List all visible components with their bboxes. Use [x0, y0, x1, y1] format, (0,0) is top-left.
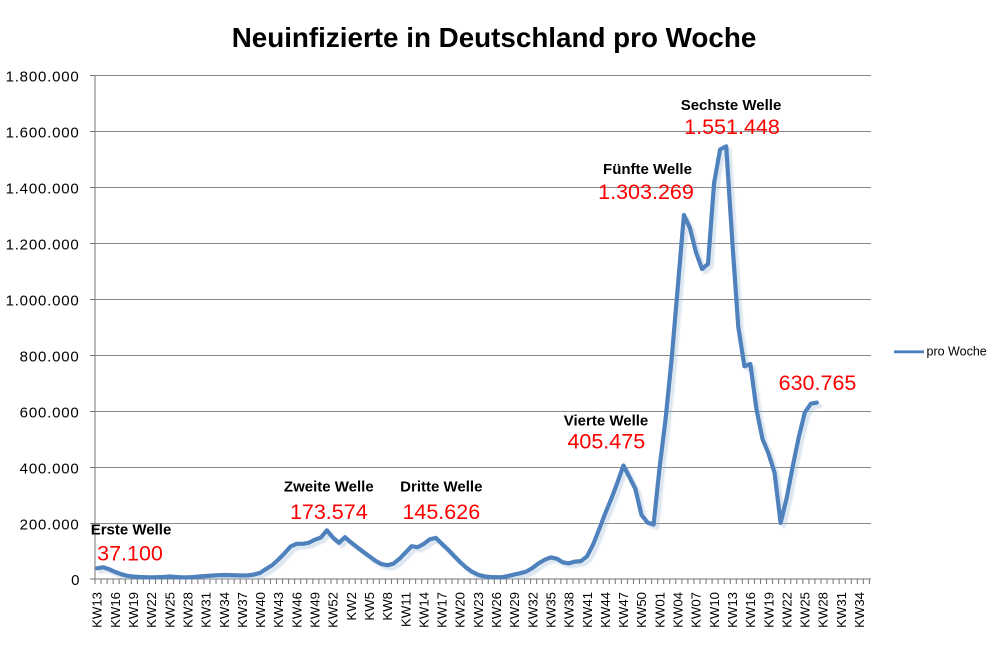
- svg-text:KW31: KW31: [834, 592, 849, 628]
- svg-text:KW5: KW5: [362, 592, 377, 621]
- svg-text:KW52: KW52: [326, 592, 341, 628]
- svg-text:600.000: 600.000: [20, 405, 80, 422]
- svg-text:KW34: KW34: [852, 592, 867, 628]
- svg-text:KW22: KW22: [779, 592, 794, 628]
- svg-text:KW28: KW28: [816, 592, 831, 628]
- svg-text:KW13: KW13: [725, 592, 740, 628]
- svg-text:Fünfte Welle: Fünfte Welle: [603, 161, 692, 178]
- svg-text:1.600.000: 1.600.000: [6, 125, 80, 142]
- svg-text:1.303.269: 1.303.269: [598, 180, 694, 204]
- svg-text:145.626: 145.626: [402, 500, 480, 524]
- svg-text:KW13: KW13: [90, 592, 105, 628]
- svg-text:KW50: KW50: [634, 592, 649, 628]
- svg-text:200.000: 200.000: [20, 517, 80, 534]
- svg-text:KW44: KW44: [598, 592, 613, 628]
- svg-text:KW19: KW19: [126, 592, 141, 628]
- svg-text:KW49: KW49: [308, 592, 323, 628]
- svg-text:KW31: KW31: [199, 592, 214, 628]
- svg-text:Zweite Welle: Zweite Welle: [284, 479, 374, 496]
- svg-text:KW20: KW20: [453, 592, 468, 628]
- svg-text:37.100: 37.100: [97, 541, 163, 565]
- svg-text:Neuinfizierte in Deutschland p: Neuinfizierte in Deutschland pro Woche: [232, 22, 757, 53]
- svg-text:1.400.000: 1.400.000: [6, 181, 80, 198]
- svg-text:KW01: KW01: [652, 592, 667, 628]
- svg-text:1.551.448: 1.551.448: [684, 115, 780, 139]
- svg-text:173.574: 173.574: [290, 500, 368, 524]
- svg-text:KW37: KW37: [235, 592, 250, 628]
- svg-text:KW38: KW38: [562, 592, 577, 628]
- svg-text:KW14: KW14: [416, 592, 431, 628]
- svg-text:0: 0: [71, 572, 79, 589]
- svg-text:KW19: KW19: [761, 592, 776, 628]
- svg-text:800.000: 800.000: [20, 349, 80, 366]
- svg-text:KW43: KW43: [271, 592, 286, 628]
- svg-text:KW11: KW11: [398, 592, 413, 627]
- svg-text:Erste Welle: Erste Welle: [91, 521, 172, 538]
- svg-text:KW35: KW35: [543, 592, 558, 628]
- svg-text:KW40: KW40: [253, 592, 268, 628]
- svg-text:KW47: KW47: [616, 592, 631, 628]
- svg-text:KW25: KW25: [798, 592, 813, 628]
- svg-text:KW34: KW34: [217, 592, 232, 628]
- svg-text:Sechste Welle: Sechste Welle: [681, 97, 782, 114]
- svg-text:Dritte Welle: Dritte Welle: [400, 479, 482, 496]
- svg-text:KW41: KW41: [580, 592, 595, 628]
- svg-text:pro Woche: pro Woche: [927, 344, 987, 358]
- svg-text:1.800.000: 1.800.000: [6, 69, 80, 86]
- svg-text:1.000.000: 1.000.000: [6, 293, 80, 310]
- svg-text:KW28: KW28: [180, 592, 195, 628]
- svg-text:KW04: KW04: [671, 592, 686, 628]
- svg-text:KW2: KW2: [344, 592, 359, 621]
- svg-text:630.765: 630.765: [779, 371, 857, 395]
- svg-text:400.000: 400.000: [20, 461, 80, 478]
- svg-text:KW23: KW23: [471, 592, 486, 628]
- svg-text:KW22: KW22: [144, 592, 159, 628]
- svg-text:1.200.000: 1.200.000: [6, 237, 80, 254]
- svg-text:KW16: KW16: [743, 592, 758, 628]
- svg-text:KW16: KW16: [108, 592, 123, 628]
- svg-text:KW17: KW17: [435, 592, 450, 628]
- svg-text:KW07: KW07: [689, 592, 704, 628]
- svg-text:KW8: KW8: [380, 592, 395, 621]
- svg-text:KW29: KW29: [507, 592, 522, 628]
- svg-text:KW32: KW32: [525, 592, 540, 628]
- svg-text:KW10: KW10: [707, 592, 722, 628]
- svg-text:KW26: KW26: [489, 592, 504, 628]
- svg-text:KW46: KW46: [289, 592, 304, 628]
- svg-text:Vierte Welle: Vierte Welle: [564, 413, 649, 430]
- svg-text:KW25: KW25: [162, 592, 177, 628]
- svg-text:405.475: 405.475: [567, 430, 645, 454]
